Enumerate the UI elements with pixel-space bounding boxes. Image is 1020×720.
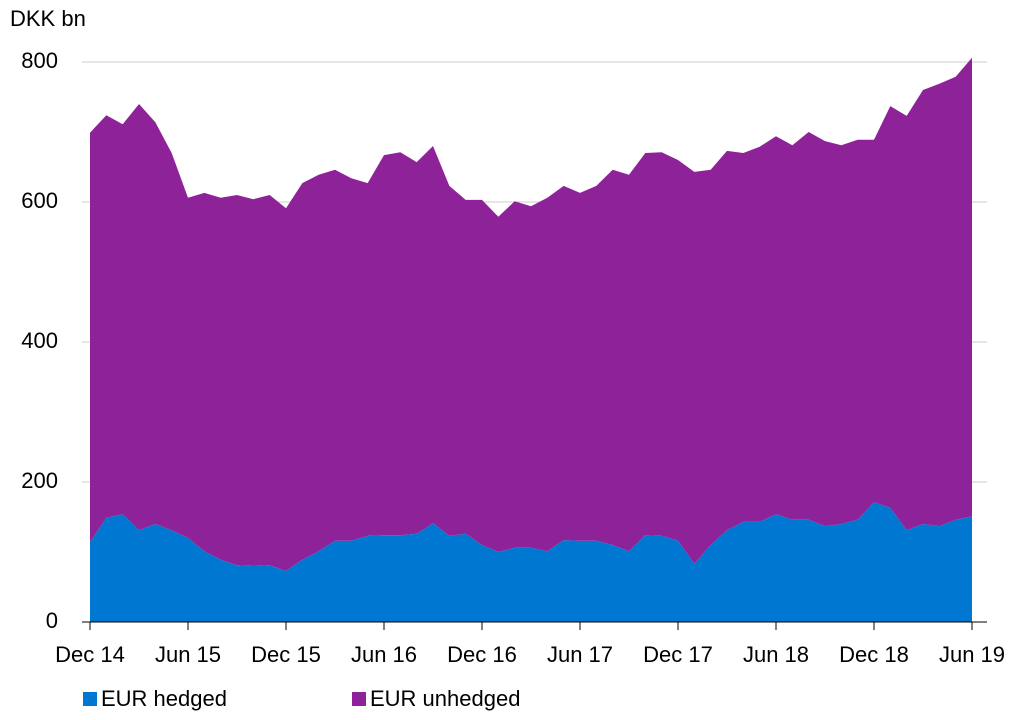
y-axis-label: DKK bn: [10, 6, 86, 31]
x-tick-label: Jun 17: [547, 642, 613, 667]
y-tick-label: 0: [46, 608, 58, 633]
x-tick-label: Dec 18: [839, 642, 909, 667]
x-tick-label: Jun 15: [155, 642, 221, 667]
x-tick-label: Dec 16: [447, 642, 517, 667]
area: [90, 57, 972, 571]
legend-label: EUR hedged: [101, 686, 227, 711]
y-tick-label: 400: [21, 328, 58, 353]
y-tick-label: 800: [21, 48, 58, 73]
x-tick-label: Jun 16: [351, 642, 417, 667]
x-tick-label: Jun 19: [939, 642, 1005, 667]
y-tick-label: 200: [21, 468, 58, 493]
legend-swatch: [83, 692, 97, 706]
x-tick-label: Jun 18: [743, 642, 809, 667]
legend-label: EUR unhedged: [370, 686, 520, 711]
x-tick-label: Dec 14: [55, 642, 125, 667]
x-tick-label: Dec 17: [643, 642, 713, 667]
area: [90, 502, 972, 622]
y-tick-label: 600: [21, 188, 58, 213]
legend-swatch: [352, 692, 366, 706]
x-tick-label: Dec 15: [251, 642, 321, 667]
